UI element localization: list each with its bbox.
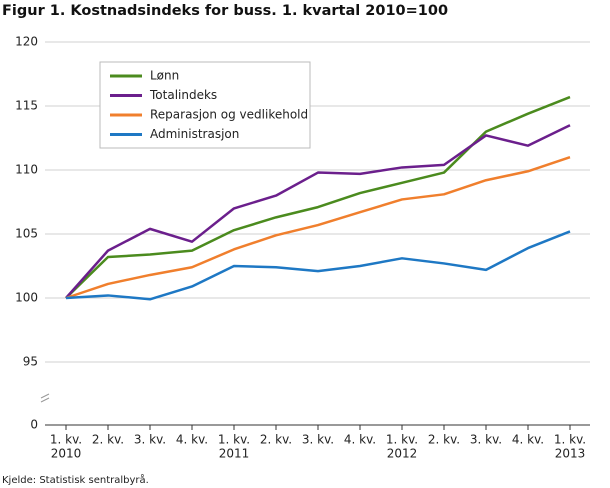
y-tick-label: 0 bbox=[30, 418, 38, 432]
x-tick-label: 1. kv. bbox=[218, 433, 250, 447]
y-tick-label: 110 bbox=[15, 163, 38, 177]
x-tick-label: 2012 bbox=[387, 447, 418, 461]
y-tick-label: 120 bbox=[15, 35, 38, 49]
y-tick-label: 105 bbox=[15, 227, 38, 241]
x-tick-label: 4. kv. bbox=[176, 433, 208, 447]
series-line bbox=[65, 124, 571, 299]
legend-label: Totalindeks bbox=[149, 88, 217, 102]
x-tick-label: 1. kv. bbox=[554, 433, 586, 447]
y-tick-label: 100 bbox=[15, 291, 38, 305]
axis-break bbox=[40, 393, 50, 403]
x-tick-label: 2. kv. bbox=[428, 433, 460, 447]
x-tick-label: 2011 bbox=[219, 447, 250, 461]
series-line bbox=[65, 230, 571, 301]
x-tick-label: 2. kv. bbox=[260, 433, 292, 447]
legend-label: Lønn bbox=[150, 69, 179, 83]
source: Kjelde: Statistisk sentralbyrå. bbox=[2, 473, 149, 486]
x-tick-label: 2. kv. bbox=[92, 433, 124, 447]
x-tick-label: 3. kv. bbox=[470, 433, 502, 447]
series-line bbox=[65, 156, 571, 300]
x-tick-label: 4. kv. bbox=[344, 433, 376, 447]
chart-title: Figur 1. Kostnadsindeks for buss. 1. kva… bbox=[2, 3, 448, 19]
x-tick-label: 3. kv. bbox=[302, 433, 334, 447]
x-tick-label: 1. kv. bbox=[386, 433, 418, 447]
y-tick-label: 95 bbox=[23, 355, 38, 369]
x-tick-label: 2010 bbox=[51, 447, 82, 461]
series-line bbox=[65, 95, 571, 299]
x-tick-label: 1. kv. bbox=[50, 433, 82, 447]
legend-label: Reparasjon og vedlikehold bbox=[150, 108, 308, 122]
legend-label: Administrasjon bbox=[150, 127, 239, 141]
x-tick-label: 3. kv. bbox=[134, 433, 166, 447]
x-tick-label: 2013 bbox=[555, 447, 586, 461]
y-tick-label: 115 bbox=[15, 99, 38, 113]
x-tick-label: 4. kv. bbox=[512, 433, 544, 447]
